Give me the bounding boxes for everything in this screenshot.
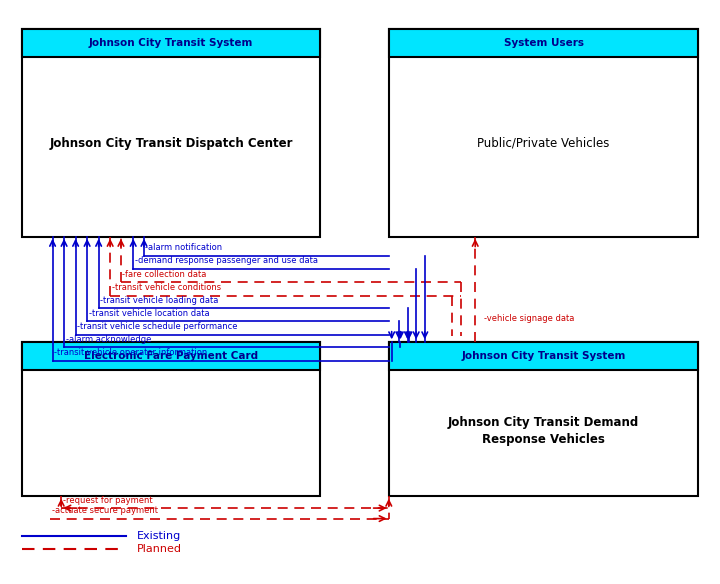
Bar	[389, 342, 698, 496]
Text: -request for payment: -request for payment	[63, 496, 153, 505]
Text: -transit vehicle operator information: -transit vehicle operator information	[54, 349, 207, 357]
Bar	[22, 342, 320, 496]
Text: Johnson City Transit Demand
Response Vehicles: Johnson City Transit Demand Response Veh…	[448, 415, 639, 446]
Bar	[389, 29, 698, 237]
Text: Electronic Fare Payment Card: Electronic Fare Payment Card	[84, 350, 258, 361]
Bar	[22, 342, 320, 370]
Bar	[22, 29, 320, 237]
Bar	[22, 29, 320, 57]
Text: -alarm acknowledge: -alarm acknowledge	[66, 335, 151, 344]
Text: Planned: Planned	[137, 544, 181, 554]
Text: -vehicle signage data: -vehicle signage data	[484, 314, 575, 323]
Text: Existing: Existing	[137, 531, 181, 541]
Text: -fare collection data: -fare collection data	[122, 270, 207, 279]
Bar	[389, 29, 698, 57]
Text: -transit vehicle location data: -transit vehicle location data	[89, 309, 210, 318]
Text: System Users: System Users	[503, 38, 584, 48]
Text: Johnson City Transit System: Johnson City Transit System	[462, 350, 626, 361]
Text: -transit vehicle schedule performance: -transit vehicle schedule performance	[77, 322, 238, 331]
Text: -transit vehicle loading data: -transit vehicle loading data	[100, 296, 218, 305]
Text: -alarm notification: -alarm notification	[145, 244, 222, 252]
Text: Johnson City Transit System: Johnson City Transit System	[89, 38, 253, 48]
Bar	[389, 342, 698, 370]
Text: Johnson City Transit Dispatch Center: Johnson City Transit Dispatch Center	[49, 137, 293, 150]
Text: -actuate secure payment: -actuate secure payment	[52, 506, 158, 515]
Text: -demand response passenger and use data: -demand response passenger and use data	[135, 256, 318, 265]
Text: -transit vehicle conditions: -transit vehicle conditions	[112, 283, 221, 292]
Text: Public/Private Vehicles: Public/Private Vehicles	[477, 137, 610, 150]
